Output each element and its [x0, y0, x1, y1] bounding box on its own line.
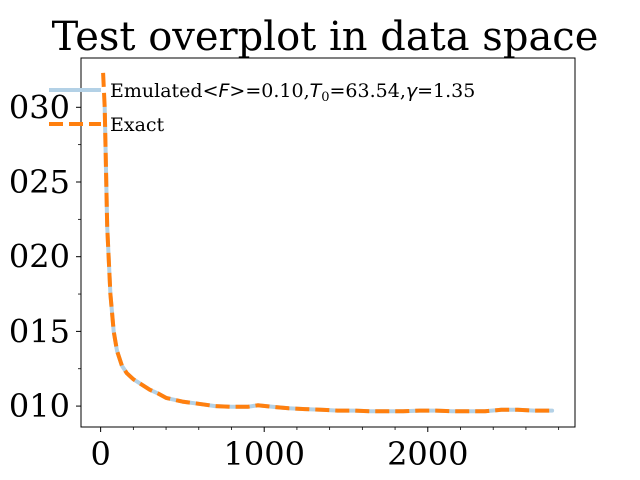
legend-emulated-gamma-val: =1.35: [417, 80, 475, 102]
y-tick-label: 015: [9, 312, 70, 350]
series-line-exact: [101, 72, 553, 414]
y-tick-label: 030: [9, 88, 70, 126]
x-tick-label: 1000: [223, 435, 304, 473]
series-layer: [101, 72, 555, 414]
x-axis: 0 1000 2000: [90, 427, 560, 473]
legend-emulated-prefix: Emulated: [110, 80, 203, 102]
chart-title: Test overplot in data space: [52, 14, 599, 60]
legend: Emulated<F>=0.10,T0=63.54,γ=1.35 Exact: [49, 80, 475, 136]
legend-emulated-t-sub: 0: [321, 90, 329, 105]
y-tick-label: 010: [9, 387, 70, 425]
legend-emulated-gamma: γ: [406, 80, 419, 102]
x-tick-label: 0: [90, 435, 110, 473]
y-tick-label: 020: [9, 238, 70, 276]
plot-frame: [80, 57, 576, 428]
x-tick-label: 2000: [387, 435, 468, 473]
legend-emulated-t: T: [310, 80, 323, 102]
legend-emulated-t-val: =63.54,: [330, 80, 406, 102]
legend-label-emulated: Emulated<F>=0.10,T0=63.54,γ=1.35: [110, 80, 475, 105]
y-axis: 010 015 020 025 030: [9, 88, 81, 425]
legend-emulated-formula: <F>: [203, 80, 246, 102]
plot-area: [81, 58, 575, 427]
y-tick-label: 025: [9, 163, 70, 201]
legend-emulated-mid: =0.10,: [245, 80, 309, 102]
legend-label-exact: Exact: [110, 114, 165, 136]
